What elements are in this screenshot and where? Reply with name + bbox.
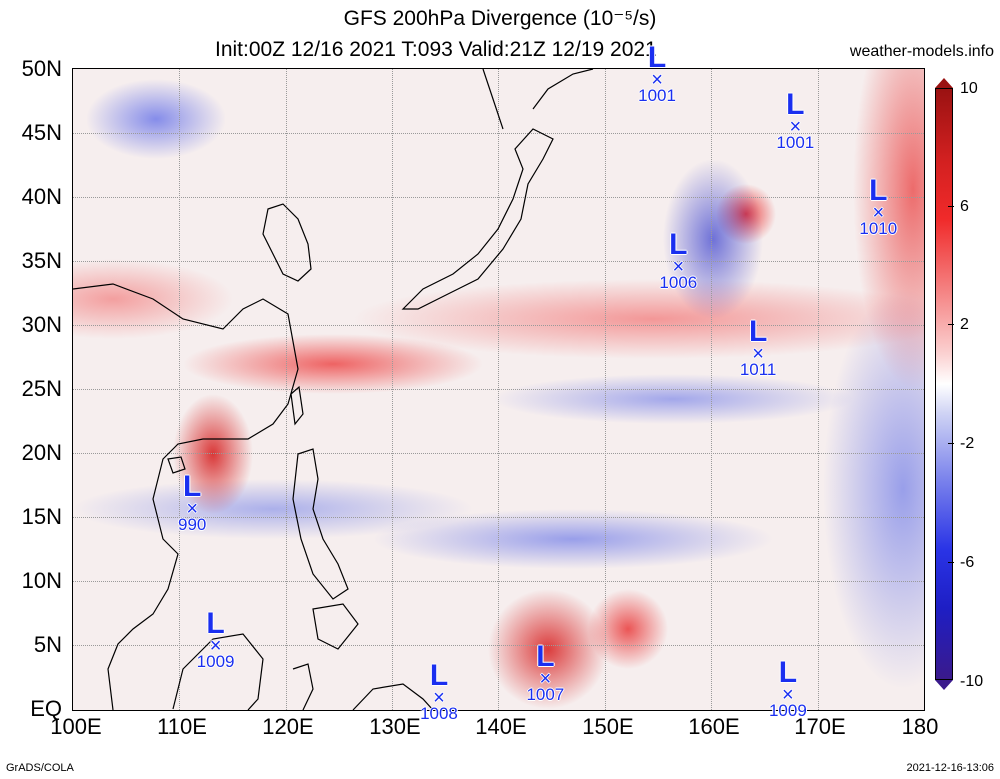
- low-pressure-marker: L × 1008: [409, 658, 469, 723]
- low-symbol: L: [669, 227, 688, 261]
- low-pressure-marker: L × 1009: [758, 658, 818, 720]
- low-pressure-value: 1008: [420, 703, 458, 723]
- lon-label: 160E: [688, 714, 740, 739]
- lon-label: 110E: [157, 714, 207, 739]
- low-pressure-marker: L × 1009: [186, 609, 246, 671]
- colorbar-label: 10: [960, 80, 978, 97]
- low-symbol: L: [869, 174, 888, 208]
- lat-label: 5N: [33, 632, 62, 657]
- colorbar-label: 2: [960, 316, 969, 333]
- low-center-mark: ×: [433, 686, 445, 709]
- lon-gridline: [179, 69, 180, 710]
- lon-gridline: [286, 69, 287, 710]
- low-symbol: L: [647, 40, 667, 74]
- colorbar-min-arrow: [935, 680, 953, 690]
- lon-gridline: [392, 69, 393, 710]
- low-pressure-value: 1007: [526, 684, 565, 704]
- lon-gridline: [818, 69, 819, 710]
- low-symbol: L: [429, 658, 449, 692]
- lon-label: 170E: [794, 714, 846, 739]
- chart-subtitle: Init:00Z 12/16 2021 T:093 Valid:21Z 12/1…: [215, 38, 657, 61]
- low-center-mark: ×: [539, 667, 552, 690]
- lon-label: 140E: [475, 714, 527, 739]
- low-pressure-value: 1010: [859, 219, 898, 239]
- lat-label: 45N: [21, 120, 62, 145]
- low-center-mark: ×: [872, 202, 885, 225]
- colorbar-label: -2: [960, 435, 975, 452]
- low-pressure-value: 990: [178, 515, 207, 535]
- lat-label: 40N: [21, 184, 62, 209]
- lat-label: 30N: [21, 312, 62, 337]
- lat-label: 35N: [21, 248, 62, 273]
- low-pressure-marker: L × 1006: [648, 227, 708, 292]
- low-pressure-value: 1011: [739, 360, 777, 380]
- low-pressure-value: 1009: [768, 701, 807, 721]
- colorbar-label: -6: [960, 554, 975, 571]
- colorbar-tick: [948, 324, 954, 325]
- low-center-mark: ×: [651, 68, 663, 91]
- low-pressure-value: 1009: [196, 652, 235, 672]
- coastline: [73, 69, 594, 710]
- low-symbol: L: [748, 315, 768, 349]
- lat-label: 15N: [21, 504, 62, 529]
- colorbar-label: 6: [960, 198, 969, 215]
- lat-label: 25N: [21, 376, 62, 401]
- low-pressure-marker: L × 990: [162, 472, 222, 534]
- low-symbol: L: [206, 607, 225, 641]
- lon-label: 150E: [582, 714, 634, 739]
- low-symbol: L: [778, 656, 798, 690]
- colorbar-tick: [948, 206, 954, 207]
- footer-timestamp: 2021-12-16-13:06: [906, 762, 994, 774]
- lat-label: EQ: [30, 696, 62, 721]
- low-pressure-marker: L × 1011: [728, 317, 788, 379]
- low-symbol: L: [536, 639, 555, 673]
- footer-credit: GrADS/COLA: [6, 762, 74, 774]
- low-pressure-value: 1001: [638, 85, 676, 105]
- colorbar: [935, 88, 953, 680]
- low-pressure-marker: L × 1001: [627, 40, 687, 105]
- site-credit: weather-models.info: [849, 43, 994, 60]
- lon-label: 130E: [369, 714, 421, 739]
- low-pressure-marker: L × 1010: [848, 176, 908, 238]
- lon-gridline: [498, 69, 499, 710]
- colorbar-max-arrow: [935, 78, 953, 88]
- chart-title: GFS 200hPa Divergence (10⁻⁵/s): [343, 7, 657, 30]
- low-center-mark: ×: [752, 343, 764, 366]
- divergence-map: [72, 68, 925, 711]
- lon-gridline: [711, 69, 712, 710]
- low-pressure-marker: L × 1007: [515, 639, 575, 704]
- lat-label: 50N: [21, 56, 62, 81]
- colorbar-tick: [948, 443, 954, 444]
- colorbar-label: -10: [960, 673, 984, 690]
- lon-label: 100E: [50, 714, 102, 739]
- low-pressure-value: 1006: [659, 272, 698, 292]
- low-center-mark: ×: [782, 684, 794, 707]
- low-symbol: L: [786, 88, 805, 122]
- low-center-mark: ×: [209, 635, 222, 658]
- lat-label: 20N: [21, 440, 62, 465]
- lon-label: 120E: [262, 714, 314, 739]
- lat-label: 10N: [21, 568, 62, 593]
- lon-gridline: [605, 69, 606, 710]
- low-center-mark: ×: [789, 116, 802, 139]
- lon-label: 180: [901, 714, 939, 739]
- low-pressure-value: 1001: [776, 133, 815, 153]
- low-center-mark: ×: [186, 498, 199, 521]
- colorbar-tick: [948, 562, 954, 563]
- low-center-mark: ×: [672, 255, 685, 278]
- low-symbol: L: [183, 470, 202, 504]
- low-pressure-marker: L × 1001: [765, 90, 825, 152]
